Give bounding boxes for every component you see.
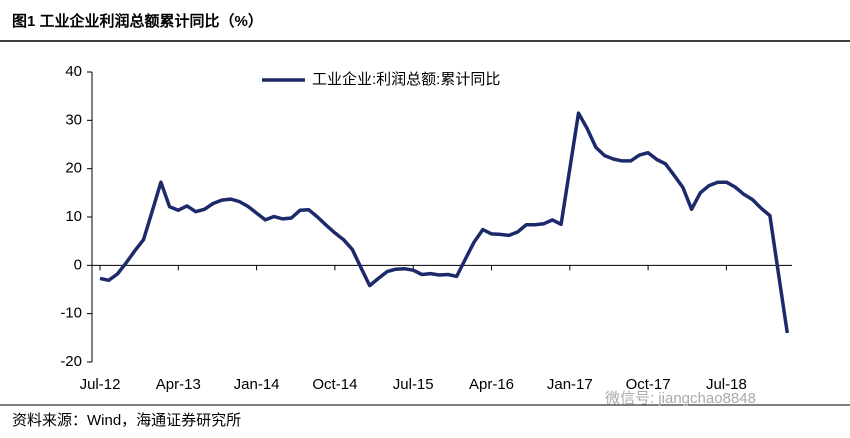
x-tick-label: Oct-14 [312,376,357,393]
y-tick-label: -20 [60,353,82,370]
x-tick-label: Jul-18 [706,376,747,393]
x-tick-label: Jul-15 [393,376,434,393]
x-tick-label: Jan-17 [547,376,593,393]
y-tick-label: 20 [65,160,82,177]
y-tick-label: 10 [65,208,82,225]
y-tick-label: 40 [65,63,82,80]
watermark: 微信号: jiangchao8848 [605,390,756,407]
y-tick-label: -10 [60,305,82,322]
y-tick-label: 0 [74,256,82,273]
y-tick-label: 30 [65,111,82,128]
x-tick-label: Jul-12 [80,376,121,393]
x-tick-label: Apr-16 [469,376,514,393]
x-tick-label: Oct-17 [626,376,671,393]
data-line [99,111,790,334]
x-tick-label: Jan-14 [234,376,280,393]
source-note: 资料来源：Wind，海通证券研究所 [12,412,241,429]
x-tick-label: Apr-13 [156,376,201,393]
chart-title: 图1 工业企业利润总额累计同比（%） [12,12,263,30]
legend-label: 工业企业:利润总额:累计同比 [312,70,500,88]
